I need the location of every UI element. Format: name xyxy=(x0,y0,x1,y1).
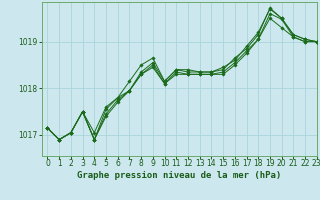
X-axis label: Graphe pression niveau de la mer (hPa): Graphe pression niveau de la mer (hPa) xyxy=(77,171,281,180)
